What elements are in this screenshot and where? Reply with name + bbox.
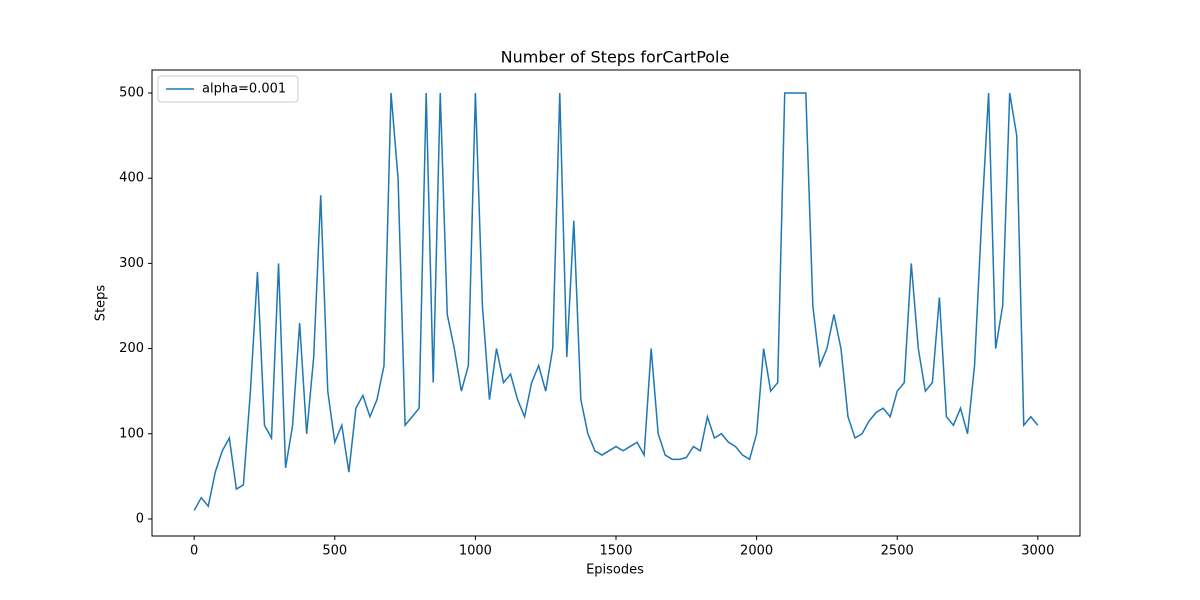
y-tick-label: 300 [119,256,144,271]
x-axis-label: Episodes [586,563,644,578]
x-tick-label: 3000 [1021,544,1054,559]
y-tick-label: 0 [136,511,144,526]
y-tick-label: 500 [119,86,144,101]
y-tick-label: 100 [119,426,144,441]
x-tick-label: 2000 [740,544,773,559]
y-axis-label: Steps [94,285,109,322]
x-tick-label: 1500 [599,544,632,559]
x-tick-label: 0 [190,544,198,559]
y-tick-label: 400 [119,171,144,186]
plot-frame [151,69,1081,537]
y-tick-label: 200 [119,341,144,356]
legend-label: alpha=0.001 [202,82,286,97]
x-tick-label: 2500 [881,544,914,559]
x-tick-label: 500 [322,544,347,559]
chart-title: Number of Steps forCartPole [501,48,730,67]
legend-box [157,75,299,103]
line-series [193,92,1039,511]
x-tick-label: 1000 [459,544,492,559]
